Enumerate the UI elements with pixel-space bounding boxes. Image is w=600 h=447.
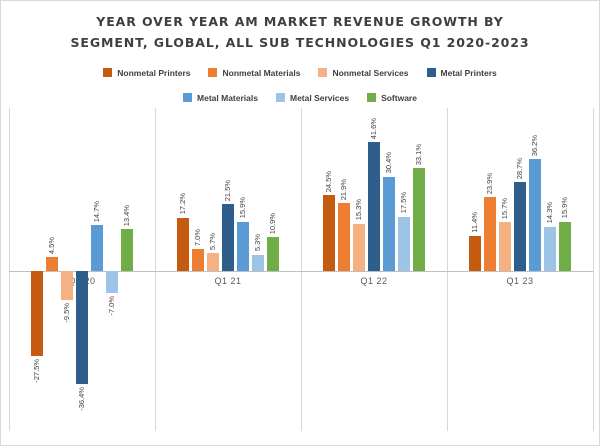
bar-software-q1-22 bbox=[413, 168, 425, 271]
bar-nonmetal-services-q1-23 bbox=[499, 222, 511, 271]
legend-swatch-software bbox=[367, 93, 377, 102]
bar-value-label-metal-printers-q1-21: 21.5% bbox=[223, 180, 232, 202]
bar-value-label-metal-services-q1-21: 5.3% bbox=[253, 234, 262, 252]
bar-metal-materials-q1-23 bbox=[529, 158, 541, 271]
legend-swatch-nonmetal-materials bbox=[208, 68, 218, 77]
legend-label: Nonmetal Materials bbox=[222, 67, 301, 78]
bar-nonmetal-materials-q1-21 bbox=[192, 249, 204, 271]
bar-metal-services-q1-21 bbox=[252, 254, 264, 271]
bar-value-label-nonmetal-materials-q1-20: 4.5% bbox=[47, 236, 56, 255]
bar-value-label-metal-printers-q1-20: -36.4% bbox=[77, 386, 86, 411]
bar-software-q1-20 bbox=[121, 229, 133, 271]
legend-label: Nonmetal Services bbox=[332, 67, 409, 78]
legend-label: Nonmetal Printers bbox=[117, 67, 191, 78]
bar-value-label-metal-printers-q1-23: 28.7% bbox=[515, 157, 524, 180]
bar-nonmetal-materials-q1-20 bbox=[46, 257, 58, 271]
bar-value-label-nonmetal-materials-q1-22: 21.9% bbox=[339, 178, 348, 201]
zero-axis-line bbox=[9, 271, 593, 272]
bar-value-label-metal-services-q1-23: 14.3% bbox=[545, 202, 554, 224]
chart-title-line-2: SEGMENT, GLOBAL, ALL SUB TECHNOLOGIES Q1… bbox=[70, 34, 530, 50]
legend-item-metal-printers: Metal Printers bbox=[426, 67, 497, 78]
legend-label: Metal Printers bbox=[440, 67, 497, 78]
bar-value-label-nonmetal-materials-q1-23: 23.9% bbox=[485, 172, 494, 194]
bar-nonmetal-services-q1-21 bbox=[207, 253, 219, 271]
legend-swatch-metal-services bbox=[275, 93, 285, 102]
bar-metal-services-q1-23 bbox=[544, 226, 556, 271]
bar-nonmetal-services-q1-20 bbox=[61, 271, 73, 301]
bar-value-label-software-q1-21: 10.9% bbox=[268, 212, 277, 235]
gridline-vertical bbox=[593, 108, 594, 431]
gridline-vertical bbox=[301, 108, 302, 431]
bar-value-label-software-q1-20: 13.4% bbox=[122, 205, 131, 227]
bar-value-label-nonmetal-printers-q1-22: 24.5% bbox=[324, 170, 333, 193]
bar-value-label-metal-services-q1-22: 17.5% bbox=[399, 192, 408, 214]
bar-value-label-metal-materials-q1-20: 14.7% bbox=[92, 201, 101, 223]
legend-item-nonmetal-materials: Nonmetal Materials bbox=[208, 68, 300, 78]
legend-item-metal-materials: Metal Materials bbox=[183, 93, 258, 103]
legend-item-nonmetal-services: Nonmetal Services bbox=[318, 67, 409, 78]
legend-swatch-metal-materials bbox=[183, 93, 193, 102]
bar-nonmetal-materials-q1-22 bbox=[338, 203, 350, 271]
bar-value-label-nonmetal-services-q1-20: -9.5% bbox=[62, 303, 71, 324]
bar-metal-services-q1-20 bbox=[106, 271, 118, 293]
bar-value-label-nonmetal-services-q1-21: 5.7% bbox=[208, 233, 217, 251]
gridline-vertical bbox=[9, 108, 10, 431]
bar-metal-printers-q1-20 bbox=[76, 271, 88, 384]
legend-label: Software bbox=[381, 92, 417, 103]
bar-value-label-metal-materials-q1-22: 30.4% bbox=[384, 152, 393, 174]
bar-nonmetal-services-q1-22 bbox=[353, 223, 365, 271]
bar-value-label-metal-materials-q1-21: 15.9% bbox=[238, 197, 247, 219]
category-label-q1-22: Q1 22 bbox=[360, 276, 388, 286]
bar-value-label-nonmetal-printers-q1-23: 11.4% bbox=[470, 211, 479, 233]
legend-swatch-metal-printers bbox=[426, 68, 436, 77]
bar-software-q1-23 bbox=[559, 221, 571, 271]
bar-value-label-nonmetal-services-q1-22: 15.3% bbox=[354, 199, 363, 221]
bar-value-label-nonmetal-printers-q1-20: -27.5% bbox=[32, 359, 41, 384]
bar-nonmetal-printers-q1-20 bbox=[31, 271, 43, 357]
bar-value-label-metal-services-q1-20: -7.0% bbox=[107, 295, 116, 316]
chart-title-line-1: YEAR OVER YEAR AM MARKET REVENUE GROWTH … bbox=[96, 14, 504, 29]
bar-metal-materials-q1-20 bbox=[91, 225, 103, 271]
legend-swatch-nonmetal-printers bbox=[103, 68, 113, 77]
category-label-q1-23: Q1 23 bbox=[506, 276, 534, 286]
bar-nonmetal-printers-q1-23 bbox=[469, 235, 481, 271]
category-label-q1-21: Q1 21 bbox=[214, 276, 242, 286]
bar-nonmetal-printers-q1-22 bbox=[323, 195, 335, 271]
legend-row: Nonmetal Printers Nonmetal Materials Nonme… bbox=[1, 64, 599, 82]
legend-item-software: Software bbox=[367, 93, 417, 103]
gridline-vertical bbox=[155, 108, 156, 431]
legend-item-metal-services: Metal Services bbox=[275, 92, 350, 103]
bar-value-label-nonmetal-printers-q1-21: 17.2% bbox=[178, 193, 187, 215]
chart-title: YEAR OVER YEAR AM MARKET REVENUE GROWTH … bbox=[1, 12, 599, 53]
legend-label: Metal Materials bbox=[197, 92, 258, 103]
bar-value-label-metal-materials-q1-23: 36.2% bbox=[530, 134, 539, 156]
bar-value-label-metal-printers-q1-22: 41.6% bbox=[369, 117, 378, 140]
bar-metal-services-q1-22 bbox=[398, 216, 410, 271]
bar-metal-printers-q1-23 bbox=[514, 182, 526, 271]
bar-metal-materials-q1-22 bbox=[383, 176, 395, 271]
gridline-vertical bbox=[447, 108, 448, 431]
bar-nonmetal-materials-q1-23 bbox=[484, 196, 496, 271]
legend-swatch-nonmetal-services bbox=[318, 68, 328, 77]
legend-label: Metal Services bbox=[289, 92, 350, 103]
bar-metal-printers-q1-22 bbox=[368, 142, 380, 271]
bar-value-label-software-q1-22: 33.1% bbox=[414, 144, 423, 166]
bar-nonmetal-printers-q1-21 bbox=[177, 217, 189, 271]
bar-software-q1-21 bbox=[267, 237, 279, 271]
chart-legend: Nonmetal Printers Nonmetal Materials Nonme… bbox=[1, 64, 599, 114]
legend-row: Metal Materials Metal Services Software bbox=[1, 89, 599, 107]
bar-value-label-software-q1-23: 15.9% bbox=[560, 197, 569, 219]
bar-metal-printers-q1-21 bbox=[222, 204, 234, 271]
legend-item-nonmetal-printers: Nonmetal Printers bbox=[103, 68, 190, 78]
bar-metal-materials-q1-21 bbox=[237, 221, 249, 271]
bar-value-label-nonmetal-services-q1-23: 15.7% bbox=[500, 198, 509, 220]
bar-value-label-nonmetal-materials-q1-21: 7.0% bbox=[193, 229, 202, 247]
